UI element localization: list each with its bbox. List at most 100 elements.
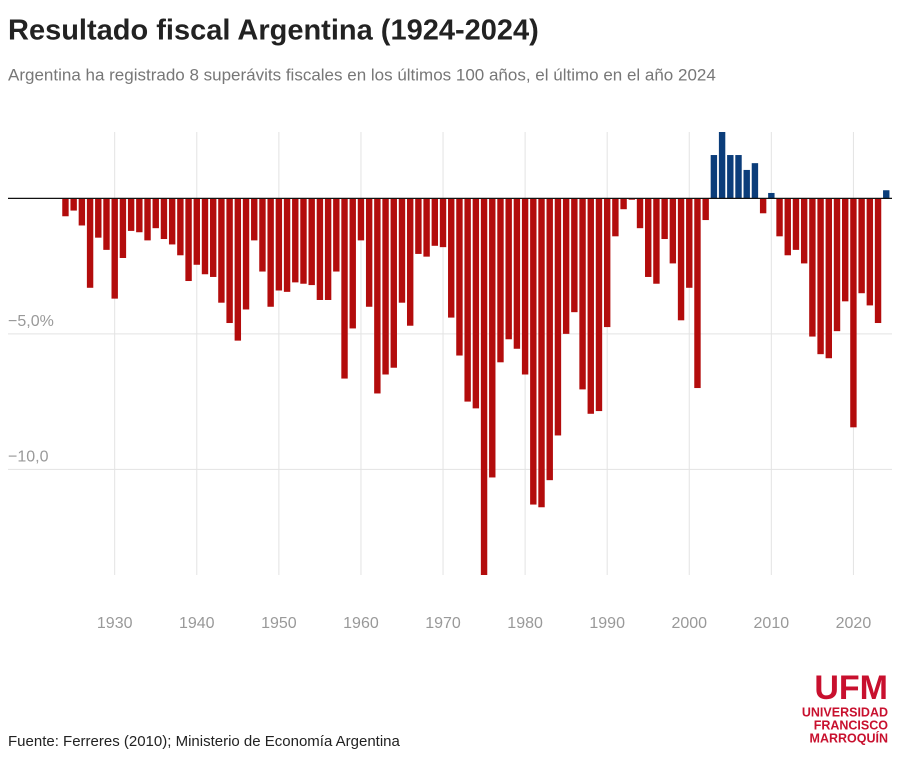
bar [160,198,168,240]
bar [825,198,832,359]
x-tick-label: 1970 [425,615,461,632]
bar [86,198,94,288]
bar [759,198,767,214]
bar [595,198,603,412]
bar [226,198,233,324]
x-tick-label: 1950 [261,615,297,632]
logo-line: UNIVERSIDAD [802,705,888,719]
bar [603,198,611,328]
bar [497,198,504,363]
bar [866,198,874,306]
bar [242,198,250,310]
bar [538,198,545,508]
bar [300,198,307,284]
bar [259,198,266,272]
bar [653,198,660,284]
bar [874,198,882,324]
bar [382,198,389,375]
bar [152,198,159,229]
bar [612,198,619,237]
bar [431,198,439,246]
x-tick-label: 1980 [507,615,543,632]
bar [390,198,397,368]
x-tick-label: 2010 [754,615,790,632]
bar [324,198,332,300]
bar [267,198,274,307]
bar [127,198,135,231]
logo-line: MARROQUÍN [810,730,888,745]
bar [423,198,430,257]
bar [193,198,200,265]
bar [554,198,562,436]
bar [645,198,652,277]
y-tick-label: −5,0% [8,313,54,330]
source: Fuente: Ferreres (2010); Ministerio de E… [8,733,401,750]
bar [784,198,791,256]
bar [842,198,849,302]
x-tick-label: 1930 [97,615,133,632]
y-tick-label: −10,0 [8,449,49,466]
bar [251,198,258,241]
bar [316,198,324,300]
bar [735,155,742,199]
bar [571,198,578,313]
bar [218,198,225,303]
bar [357,198,365,241]
bar [168,198,176,245]
bar [415,198,422,254]
x-tick-label: 1960 [343,615,379,632]
bar [103,198,110,250]
bar [456,198,463,356]
bar [743,169,750,199]
bar [776,198,783,237]
chart-title: Resultado fiscal Argentina (1924-2024) [8,15,539,47]
bar [694,198,701,389]
bar [817,198,824,355]
logo-name: UFM [814,669,888,707]
bar [292,198,299,283]
x-tick-label: 1990 [589,615,625,632]
bar [308,198,315,286]
bar [333,198,340,272]
bar [809,198,816,337]
bar [177,198,184,256]
bar [727,155,734,199]
bar [677,198,685,321]
bar [800,198,808,264]
bar [751,163,759,199]
bar [464,198,471,402]
bar [858,198,865,294]
bar [833,198,841,332]
bar [374,198,381,394]
bar [62,198,69,217]
chart-subtitle: Argentina ha registrado 8 superávits fis… [8,65,716,84]
x-tick-label: 1940 [179,615,215,632]
bar [406,198,414,326]
bar [78,198,86,226]
bar [628,198,636,200]
bar [587,198,594,414]
bar [349,198,356,329]
bar [669,198,677,264]
bar [472,198,480,409]
bar [768,192,775,199]
x-tick-label: 2020 [836,615,872,632]
bar [275,198,283,291]
bar [489,198,496,478]
bar [530,198,537,505]
bar [480,198,488,575]
bar [209,198,217,277]
bar [562,198,570,334]
bar [505,198,512,340]
bar [850,198,857,428]
bar [185,198,192,282]
bar [513,198,521,349]
bar [119,198,127,258]
bar [234,198,242,341]
bar [111,198,118,299]
bar [398,198,406,303]
bar [710,155,718,199]
bar [136,198,143,233]
bar [792,198,800,250]
